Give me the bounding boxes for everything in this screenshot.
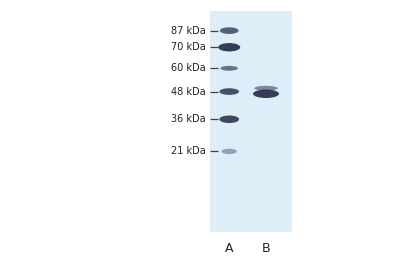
Text: B: B [262,242,270,255]
Text: 21 kDa: 21 kDa [171,146,206,156]
Ellipse shape [218,43,240,52]
Text: 87 kDa: 87 kDa [171,26,206,36]
Ellipse shape [253,89,279,98]
Ellipse shape [254,86,278,91]
Ellipse shape [219,116,239,123]
Ellipse shape [220,66,238,71]
Text: A: A [225,242,234,255]
Text: 48 kDa: 48 kDa [171,87,206,97]
Text: 70 kDa: 70 kDa [171,42,206,52]
Bar [210,11,292,232]
Ellipse shape [220,27,238,34]
Text: 36 kDa: 36 kDa [171,114,206,124]
Text: 60 kDa: 60 kDa [171,63,206,73]
Ellipse shape [219,88,239,95]
Ellipse shape [222,149,237,154]
